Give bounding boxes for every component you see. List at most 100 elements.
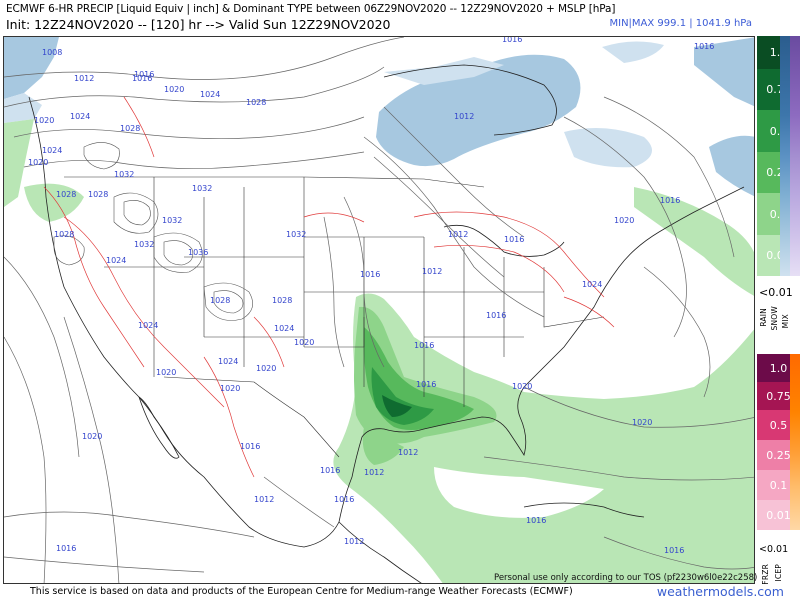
isobar-label: 1016 — [504, 235, 524, 244]
cuba — [523, 502, 645, 518]
isobar-label: 1028 — [120, 124, 140, 133]
isobar-label: 1016 — [134, 70, 154, 79]
isobar-label: 1020 — [294, 338, 314, 347]
isobar-label: 1016 — [132, 74, 152, 83]
precip-legend: 1.0 0.75 0.5 0.25 0.1 0.01 <0.01 RAIN SN… — [757, 36, 800, 585]
legend-label-icep: ICEP — [774, 564, 783, 582]
legend-frz-below: <0.01 — [759, 544, 789, 555]
isobar-label: 1028 — [246, 98, 266, 107]
rain-area — [634, 187, 754, 296]
isobar-label: 1016 — [486, 311, 506, 320]
isobar-label: 1016 — [320, 466, 340, 475]
snow-area — [384, 57, 504, 85]
legend-label-snow: SNOW — [770, 306, 779, 331]
rain-area — [333, 293, 754, 583]
isobar-label: 1032 — [286, 230, 306, 239]
isobar-label: 1016 — [334, 495, 354, 504]
legend-snow-strip — [790, 36, 800, 276]
isobar-label: 1016 — [56, 544, 76, 553]
legend-mix-strip — [780, 36, 790, 276]
tos-notice: Personal use only according to our TOS (… — [494, 573, 758, 583]
isobar-label: 1012 — [364, 468, 384, 477]
ecmwf-credit: This service is based on data and produc… — [30, 586, 573, 597]
isobar-label: 1024 — [274, 324, 294, 333]
isobar-label: 1028 — [54, 230, 74, 239]
boundaries — [64, 176, 605, 458]
snow-areas — [4, 37, 754, 197]
hudson-bay — [383, 64, 557, 136]
forecast-map: 1008 1012 1016 1020 1024 1028 1020 1024 … — [3, 36, 755, 584]
isobar-label: 1016 — [360, 270, 380, 279]
init-valid-line: Init: 12Z24NOV2020 -- [120] hr --> Valid… — [6, 17, 391, 32]
snow-area — [602, 41, 664, 63]
legend-label-rain: RAIN — [759, 308, 768, 327]
snow-area — [564, 128, 652, 168]
snow-area — [694, 37, 754, 107]
west-coast — [28, 96, 340, 548]
isobar-label: 1032 — [114, 170, 134, 179]
isobar-label: 1028 — [210, 296, 230, 305]
rain-area — [4, 119, 34, 207]
isobar-label: 1016 — [694, 42, 714, 51]
isobar-label: 1020 — [164, 85, 184, 94]
isobar-label: 1008 — [42, 48, 62, 57]
legend-rain-below: <0.01 — [759, 286, 793, 299]
isobar-label: 1016 — [240, 442, 260, 451]
isobar-label: 1012 — [344, 537, 364, 546]
isobar-label: 1032 — [134, 240, 154, 249]
great-lakes — [443, 224, 565, 257]
isobar-label: 1012 — [74, 74, 94, 83]
isobar-label: 1020 — [34, 116, 54, 125]
isobar-label: 1032 — [192, 184, 212, 193]
isobar-label: 1016 — [664, 546, 684, 555]
isobar-label: 1020 — [614, 216, 634, 225]
isobar-label: 1012 — [454, 112, 474, 121]
isobar-label: 1024 — [106, 256, 126, 265]
isobar-label: 1016 — [502, 37, 522, 44]
rain-areas — [4, 119, 754, 583]
isobar-label: 1012 — [448, 230, 468, 239]
isobar-label: 1024 — [42, 146, 62, 155]
isobars — [4, 37, 754, 583]
gulf-coast — [338, 386, 527, 523]
isobar-label: 1024 — [70, 112, 90, 121]
central-america — [338, 521, 422, 583]
rain-area — [24, 183, 84, 222]
isobar-label: 1028 — [56, 190, 76, 199]
isobar-label: 1016 — [526, 516, 546, 525]
isobar-label: 1016 — [416, 380, 436, 389]
isobar-label: 1020 — [220, 384, 240, 393]
site-link[interactable]: weathermodels.com — [656, 584, 784, 599]
isobar-label: 1016 — [414, 341, 434, 350]
isobar-label: 1028 — [272, 296, 292, 305]
isobar-labels: 1008 1012 1016 1020 1024 1028 1020 1024 … — [28, 37, 714, 555]
rain-area — [434, 467, 604, 518]
isobar-label: 1024 — [138, 321, 158, 330]
map-canvas: 1008 1012 1016 1020 1024 1028 1020 1024 … — [4, 37, 754, 583]
legend-label-mix: MIX — [781, 314, 790, 329]
isobar-label: 1032 — [162, 216, 182, 225]
isobar-label: 1020 — [512, 382, 532, 391]
rain-area — [362, 427, 404, 465]
isobar-label: 1024 — [200, 90, 220, 99]
baja-california — [138, 396, 180, 459]
snow-area — [709, 135, 754, 197]
east-coast — [523, 186, 745, 388]
isobar-label: 1024 — [582, 280, 602, 289]
red-contours — [43, 96, 615, 478]
isobar-label: 1012 — [422, 267, 442, 276]
isobar-label: 1024 — [218, 357, 238, 366]
snow-area — [4, 37, 59, 99]
isobar-label: 1020 — [256, 364, 276, 373]
snow-area — [4, 93, 42, 123]
isobar-label: 1028 — [88, 190, 108, 199]
isobar-label: 1020 — [632, 418, 652, 427]
rain-area — [382, 395, 412, 417]
isobar-label: 1020 — [28, 158, 48, 167]
isobar-label: 1012 — [254, 495, 274, 504]
legend-icep-strip — [790, 354, 800, 530]
isobar-label: 1036 — [188, 248, 208, 257]
min-max-pressure: MIN|MAX 999.1 | 1041.9 hPa — [609, 18, 753, 29]
header: ECMWF 6-HR PRECIP [Liquid Equiv | inch] … — [0, 0, 800, 35]
isobar-label: 1020 — [156, 368, 176, 377]
